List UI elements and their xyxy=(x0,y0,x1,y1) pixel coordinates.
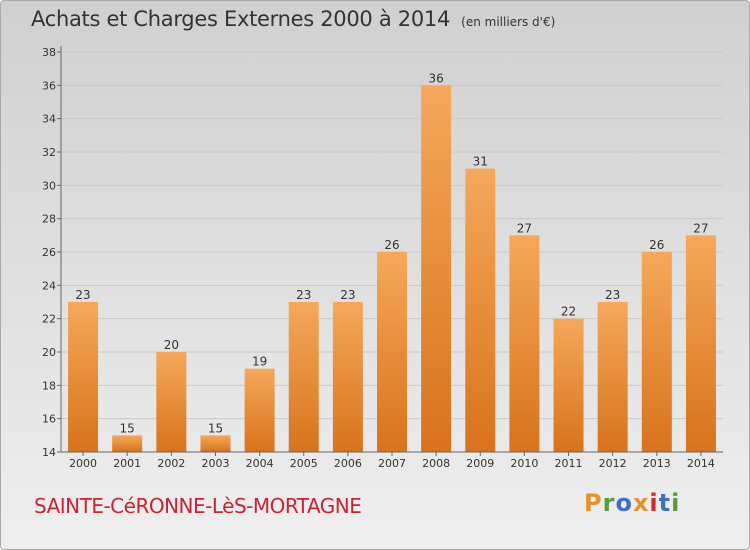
x-tick-label: 2005 xyxy=(290,457,318,470)
y-tick-label: 18 xyxy=(42,379,56,392)
bar-2013 xyxy=(641,252,672,452)
x-tick-label: 2011 xyxy=(555,457,583,470)
value-label: 20 xyxy=(164,338,179,352)
bar-2012 xyxy=(597,302,628,452)
town-name: SAINTE-CéRONNE-LèS-MORTAGNE xyxy=(34,494,362,518)
value-label: 31 xyxy=(473,155,488,169)
logo-letter: i xyxy=(671,489,681,517)
x-tick-label: 2001 xyxy=(113,457,141,470)
bar-2007 xyxy=(377,252,407,452)
y-tick-label: 16 xyxy=(42,413,56,426)
value-label: 15 xyxy=(120,421,135,435)
logo-letter: o xyxy=(615,489,633,517)
bars: 23 15 20 15 19 23 23 26 36 31 27 22 23 26 27 xyxy=(68,71,716,452)
x-tick-label: 2006 xyxy=(334,457,362,470)
value-label: 26 xyxy=(649,238,664,252)
bar-2014 xyxy=(685,235,716,452)
value-label: 36 xyxy=(428,71,443,85)
x-tick-label: 2007 xyxy=(378,457,406,470)
x-tick-label: 2013 xyxy=(643,457,671,470)
y-tick-label: 14 xyxy=(42,446,56,459)
logo-letter: i xyxy=(649,489,659,517)
y-tick-label: 30 xyxy=(42,179,56,192)
value-label: 26 xyxy=(384,238,399,252)
bar-2003 xyxy=(200,435,231,452)
x-tick-label: 2003 xyxy=(201,457,229,470)
logo-letter: x xyxy=(632,489,650,517)
chart-title: Achats et Charges Externes 2000 à 2014 xyxy=(31,7,451,31)
proxiti-logo[interactable]: Proxiti xyxy=(584,489,680,517)
bar-2004 xyxy=(244,368,275,452)
value-label: 23 xyxy=(296,288,311,302)
y-tick-label: 34 xyxy=(42,113,56,126)
chart-unit: (en milliers d'€) xyxy=(461,15,556,29)
bar-2010 xyxy=(509,235,540,452)
value-label: 15 xyxy=(208,421,223,435)
y-tick-label: 22 xyxy=(42,313,56,326)
x-tick-label: 2004 xyxy=(246,457,274,470)
logo-letter: t xyxy=(658,489,672,517)
y-tick-label: 26 xyxy=(42,246,56,259)
value-label: 23 xyxy=(75,288,90,302)
x-tick-label: 2000 xyxy=(69,457,97,470)
x-tick-label: 2009 xyxy=(466,457,494,470)
y-tick-label: 36 xyxy=(42,79,56,92)
value-label: 23 xyxy=(605,288,620,302)
bar-2001 xyxy=(112,435,143,452)
value-label: 19 xyxy=(252,355,267,369)
bar-2009 xyxy=(465,168,496,452)
x-tick-label: 2010 xyxy=(510,457,538,470)
title-row: Achats et Charges Externes 2000 à 2014 (… xyxy=(31,7,555,31)
logo-letter: P xyxy=(584,489,603,517)
y-tick-label: 38 xyxy=(42,46,56,59)
x-tick-label: 2002 xyxy=(157,457,185,470)
bar-2005 xyxy=(288,302,319,452)
bar-2011 xyxy=(553,318,584,452)
bar-2000 xyxy=(68,302,99,452)
axes: 14 16 18 20 22 24 26 28 30 32 34 36 38 2000 2001 2002 20… xyxy=(42,46,723,470)
logo-letter: r xyxy=(602,489,616,517)
value-label: 23 xyxy=(340,288,355,302)
y-tick-label: 28 xyxy=(42,213,56,226)
x-tick-label: 2014 xyxy=(687,457,715,470)
bar-2008 xyxy=(421,85,452,452)
y-tick-label: 20 xyxy=(42,346,56,359)
x-tick-label: 2012 xyxy=(599,457,627,470)
value-label: 22 xyxy=(561,305,576,319)
x-tick-label: 2008 xyxy=(422,457,450,470)
y-tick-label: 24 xyxy=(42,279,56,292)
value-label: 27 xyxy=(693,221,708,235)
y-tick-label: 32 xyxy=(42,146,56,159)
value-label: 27 xyxy=(517,221,532,235)
bar-2002 xyxy=(156,352,187,452)
bar-2006 xyxy=(332,302,363,452)
